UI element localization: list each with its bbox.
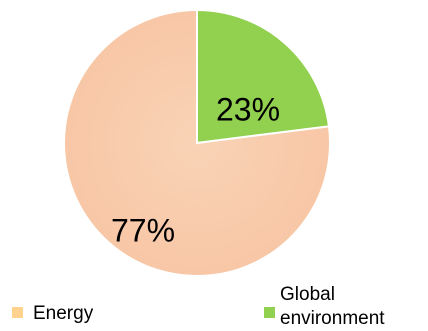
- pie-slice-global-environment: [196, 8, 331, 145]
- legend-swatch-global-environment: [264, 307, 275, 318]
- legend: Energy Global environment: [12, 284, 385, 329]
- pie-slice-energy: [63, 8, 331, 277]
- pie-data-labels: 77% 23%: [111, 91, 280, 248]
- legend-label-global-environment: Global environment: [280, 284, 385, 329]
- legend-swatch-energy: [12, 307, 23, 318]
- data-label-global-environment: 23%: [216, 91, 280, 127]
- legend-label-energy: Energy: [33, 303, 94, 324]
- data-label-energy: 77%: [111, 212, 175, 248]
- pie-slices: [63, 8, 331, 277]
